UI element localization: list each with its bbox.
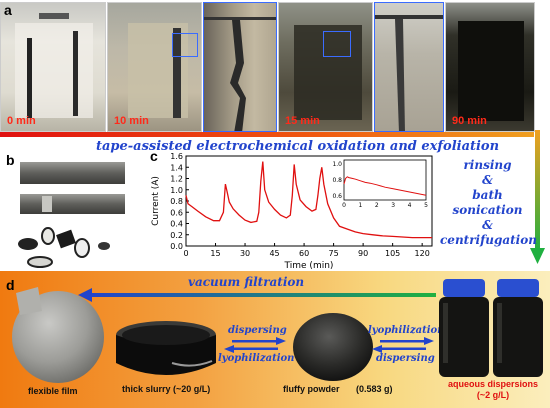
time-label: 10 min <box>114 115 149 127</box>
down-arrow <box>530 130 545 264</box>
flexible-film <box>12 287 104 383</box>
arrow1-bottom-label: lyophilization <box>218 353 295 364</box>
x-tick-label: 15 <box>210 249 220 258</box>
step-line: bath sonication <box>452 188 523 217</box>
inset-x-tick-label: 3 <box>391 202 395 209</box>
y-tick-label: 1.2 <box>170 175 183 184</box>
dispersion-bottles <box>439 279 543 377</box>
photo-10min-zoom <box>203 2 277 132</box>
inset-x-tick-label: 4 <box>408 202 412 209</box>
panel-label-c: c <box>150 148 158 164</box>
x-axis-label: Time (min) <box>284 261 334 270</box>
powder-mass: (0.583 g) <box>356 384 393 394</box>
inset-x-tick-label: 0 <box>342 202 346 209</box>
process-arrow-bar <box>0 132 534 137</box>
step-line: & <box>482 218 493 232</box>
arrow2-top-label: lyophilization <box>368 325 445 336</box>
x-tick-label: 75 <box>329 249 339 258</box>
dispersion-line-2: (~2 g/L) <box>476 390 510 400</box>
inset-y-tick-label: 0.6 <box>332 193 342 200</box>
zoom-box <box>172 33 198 57</box>
post-processing-steps: rinsing & bath sonication & centrifugati… <box>440 158 537 248</box>
photo-90min: 90 min <box>445 2 535 132</box>
photo-10min: 10 min <box>107 2 202 132</box>
vacuum-label: vacuum filtration <box>188 275 305 289</box>
photo-0min: 0 min <box>0 2 106 132</box>
thick-slurry <box>116 321 216 375</box>
step-line: & <box>482 173 493 187</box>
panel-label-a: a <box>4 2 12 18</box>
slurry-label: thick slurry (~20 g/L) <box>122 384 211 394</box>
x-tick-label: 0 <box>183 249 188 258</box>
y-tick-label: 1.6 <box>170 152 183 161</box>
double-arrow-2 <box>372 337 434 353</box>
time-label: 90 min <box>452 115 487 127</box>
y-axis-label: Current (A) <box>151 176 161 226</box>
panel-label-b: b <box>6 152 15 168</box>
x-tick-label: 90 <box>358 249 368 258</box>
y-tick-label: 0.8 <box>170 197 183 206</box>
process-caption: tape-assisted electrochemical oxidation … <box>96 139 500 154</box>
inset-y-tick-label: 1.0 <box>332 161 342 168</box>
time-label: 15 min <box>285 115 320 127</box>
time-label: 0 min <box>7 115 36 127</box>
arrow1-top-label: dispersing <box>228 325 287 336</box>
x-tick-label: 120 <box>415 249 430 258</box>
step-line: rinsing <box>463 158 512 172</box>
x-tick-label: 45 <box>269 249 279 258</box>
inset-y-tick-label: 0.8 <box>332 177 342 184</box>
vacuum-arrow <box>78 288 436 302</box>
y-tick-label: 1.0 <box>170 186 183 195</box>
inset-trace <box>343 176 427 196</box>
y-tick-label: 0.4 <box>170 220 183 229</box>
inset-x-tick-label: 5 <box>424 202 428 209</box>
x-tick-label: 60 <box>299 249 309 258</box>
fluffy-powder <box>293 313 373 381</box>
y-tick-label: 1.4 <box>170 163 183 172</box>
current-chart: 0 15 30 45 60 75 90 105 120 0.0 0.2 0.4 0.6 0.8 1.0 1.2… <box>148 150 436 271</box>
inset-frame <box>343 159 427 201</box>
y-tick-label: 0.6 <box>170 208 183 217</box>
step-line: centrifugation <box>440 233 537 247</box>
dispersion-line-1: aqueous dispersions <box>447 379 539 389</box>
inset-x-tick-label: 2 <box>375 202 379 209</box>
current-trace <box>185 161 432 239</box>
y-tick-label: 0.2 <box>170 231 183 240</box>
double-arrow-1 <box>224 337 286 353</box>
photo-15min-zoom <box>374 2 444 132</box>
photo-15min: 15 min <box>278 2 373 132</box>
panel-d: d vacuum filtration flexible film <box>0 271 550 408</box>
inset-x-tick-label: 1 <box>358 202 362 209</box>
zoom-box <box>323 31 351 57</box>
panel-label-d: d <box>6 277 15 293</box>
arrow2-bottom-label: dispersing <box>376 353 435 364</box>
x-tick-label: 105 <box>385 249 400 258</box>
dispersion-label: aqueous dispersions (~2 g/L) <box>440 379 546 401</box>
current-chart-svg: 0 15 30 45 60 75 90 105 1200.00.20.40.60.81.01.2… <box>151 152 433 271</box>
y-tick-label: 0.0 <box>170 242 183 251</box>
powder-label: fluffy powder <box>283 384 340 394</box>
film-label: flexible film <box>28 386 78 396</box>
graphite-foils <box>18 162 125 268</box>
x-tick-label: 30 <box>240 249 250 258</box>
